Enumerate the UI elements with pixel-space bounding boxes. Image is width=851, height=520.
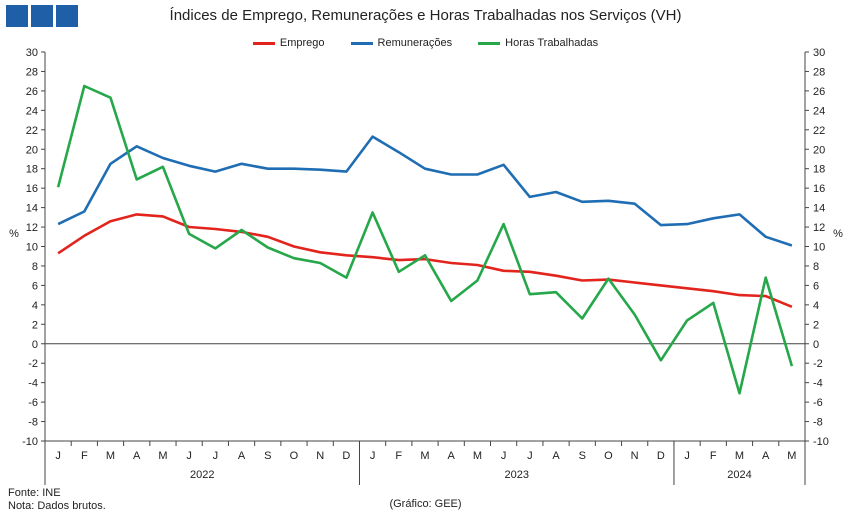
logo-square-1 <box>6 5 28 27</box>
x-tick-label: A <box>552 450 560 462</box>
y-tick-label-left: -2 <box>28 358 38 370</box>
y-tick-label-right: 20 <box>813 144 825 156</box>
x-tick-label: J <box>501 450 507 462</box>
x-tick-label: S <box>264 450 271 462</box>
chart-title: Índices de Emprego, Remunerações e Horas… <box>169 7 682 24</box>
y-tick-label-left: 12 <box>26 222 38 234</box>
year-label: 2024 <box>727 469 751 481</box>
logo <box>6 5 78 27</box>
x-tick-label: M <box>158 450 167 462</box>
y-tick-label-right: 12 <box>813 222 825 234</box>
y-tick-label-right: 22 <box>813 125 825 137</box>
x-tick-label: N <box>316 450 324 462</box>
y-tick-label-left: 14 <box>26 203 38 215</box>
legend-swatch <box>252 41 275 45</box>
x-tick-label: O <box>290 450 299 462</box>
legend-item: Horas Trabalhadas <box>478 37 598 49</box>
y-tick-label-right: -6 <box>813 397 823 409</box>
y-tick-label-right: 26 <box>813 86 825 98</box>
y-tick-label-left: 8 <box>32 261 38 273</box>
x-tick-label: F <box>710 450 717 462</box>
logo-square-3 <box>56 5 78 27</box>
y-axis-label-left: % <box>9 228 19 240</box>
y-tick-label-right: 8 <box>813 261 819 273</box>
series-line-horas-trabalhadas <box>56 84 794 395</box>
legend-label: Emprego <box>279 37 325 49</box>
y-tick-label-right: 6 <box>813 280 819 292</box>
x-tick-label: A <box>238 450 246 462</box>
x-tick-label: N <box>631 450 639 462</box>
y-tick-label-right: 2 <box>813 319 819 331</box>
x-tick-label: J <box>213 450 219 462</box>
y-tick-label-right: 18 <box>813 164 825 176</box>
y-tick-label-right: 0 <box>813 339 819 351</box>
y-tick-label-left: 6 <box>32 280 38 292</box>
x-tick-label: M <box>473 450 482 462</box>
x-tick-label: J <box>370 450 376 462</box>
x-tick-label: M <box>735 450 744 462</box>
y-tick-label-left: -8 <box>28 417 38 429</box>
y-tick-label-right: 14 <box>813 203 825 215</box>
y-tick-label-right: -4 <box>813 378 823 390</box>
year-label: 2023 <box>504 469 528 481</box>
x-tick-label: M <box>106 450 115 462</box>
x-tick-label: M <box>787 450 796 462</box>
y-tick-label-right: -10 <box>813 436 829 448</box>
legend-swatch <box>478 41 501 45</box>
y-tick-label-left: -6 <box>28 397 38 409</box>
legend-item: Emprego <box>252 37 325 49</box>
y-tick-label-left: 26 <box>26 86 38 98</box>
y-tick-label-left: 18 <box>26 164 38 176</box>
x-tick-label: J <box>55 450 61 462</box>
y-tick-label-left: 30 <box>26 47 38 59</box>
logo-square-2 <box>31 5 53 27</box>
legend-swatch <box>350 41 373 45</box>
y-tick-label-right: 30 <box>813 47 825 59</box>
x-tick-label: F <box>81 450 88 462</box>
y-tick-label-left: 0 <box>32 339 38 351</box>
y-tick-label-left: -4 <box>28 378 38 390</box>
y-axis-label-right: % <box>833 228 843 240</box>
y-tick-label-left: 20 <box>26 144 38 156</box>
x-tick-label: A <box>448 450 456 462</box>
series-line-emprego <box>57 213 793 309</box>
y-tick-label-right: 10 <box>813 242 825 254</box>
y-tick-label-right: 4 <box>813 300 819 312</box>
x-tick-label: S <box>579 450 586 462</box>
source-note: Fonte: INE <box>8 487 61 499</box>
x-tick-label: D <box>342 450 350 462</box>
y-tick-label-left: -10 <box>22 436 38 448</box>
series-line-remunera-es <box>57 135 793 247</box>
y-tick-label-right: 16 <box>813 183 825 195</box>
y-tick-label-left: 22 <box>26 125 38 137</box>
legend-label: Horas Trabalhadas <box>505 37 599 49</box>
x-tick-label: M <box>420 450 429 462</box>
x-tick-label: J <box>527 450 533 462</box>
y-tick-label-right: 24 <box>813 105 825 117</box>
x-tick-label: D <box>657 450 665 462</box>
x-tick-label: A <box>762 450 770 462</box>
year-label: 2022 <box>190 469 214 481</box>
y-tick-label-left: 10 <box>26 242 38 254</box>
y-tick-label-left: 16 <box>26 183 38 195</box>
y-tick-label-left: 2 <box>32 319 38 331</box>
x-tick-label: J <box>684 450 690 462</box>
x-tick-label: F <box>395 450 402 462</box>
chart-credit: (Gráfico: GEE) <box>389 498 462 510</box>
x-tick-label: O <box>604 450 613 462</box>
data-note: Nota: Dados brutos. <box>8 500 106 512</box>
x-tick-label: J <box>186 450 192 462</box>
y-tick-label-right: -2 <box>813 358 823 370</box>
y-tick-label-left: 28 <box>26 66 38 78</box>
y-tick-label-left: 24 <box>26 105 38 117</box>
y-tick-label-right: 28 <box>813 66 825 78</box>
chart-legend: Emprego Remunerações Horas Trabalhadas <box>0 37 851 49</box>
legend-label: Remunerações <box>377 37 453 49</box>
legend-item: Remunerações <box>350 37 453 49</box>
x-tick-label: A <box>133 450 141 462</box>
y-tick-label-right: -8 <box>813 417 823 429</box>
y-tick-label-left: 4 <box>32 300 38 312</box>
